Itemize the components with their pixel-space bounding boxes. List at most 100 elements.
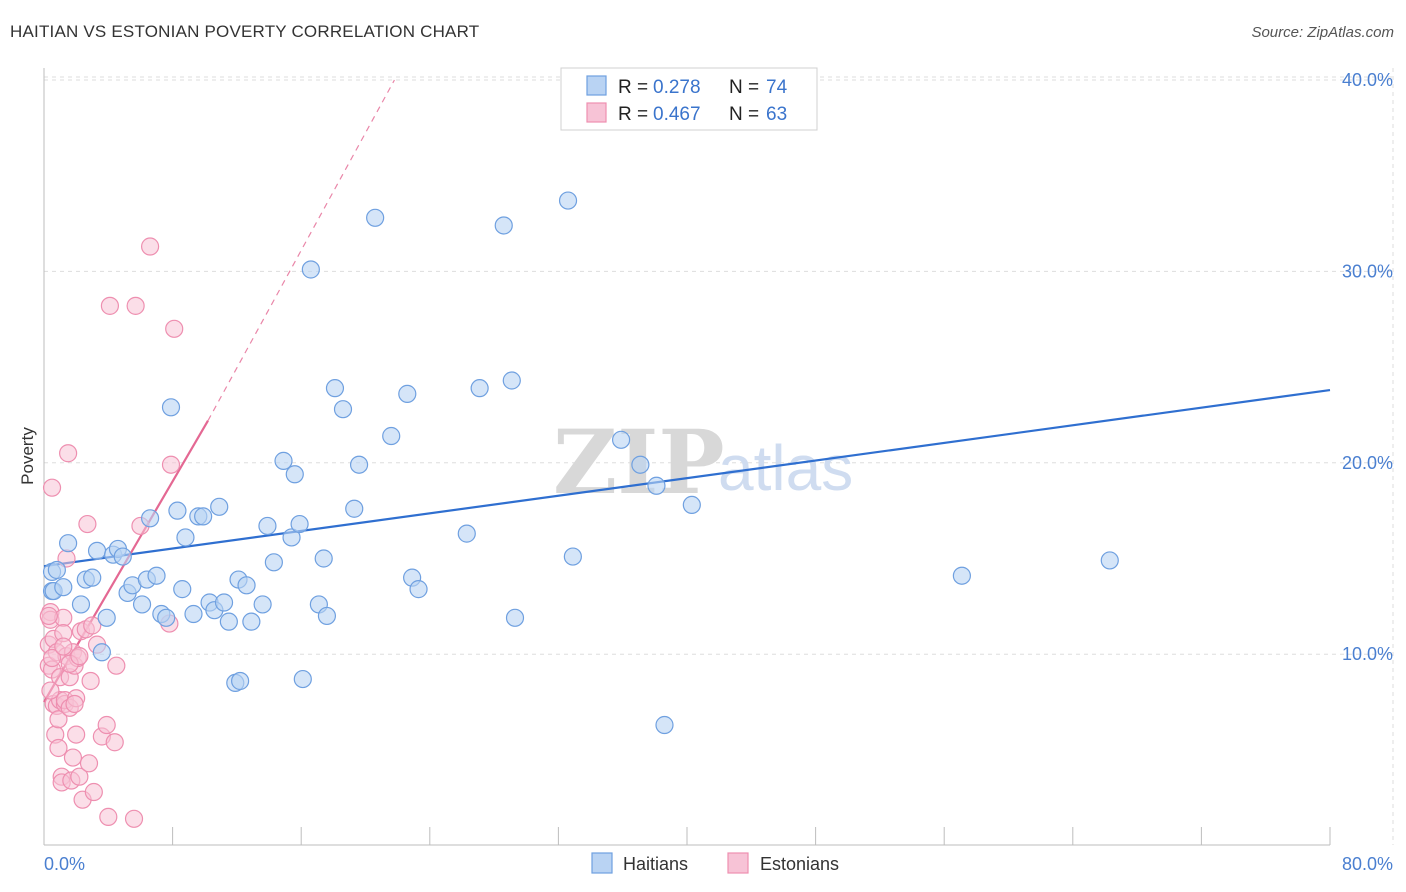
haitians-point bbox=[611, 430, 631, 449]
haitians-point bbox=[176, 528, 195, 547]
estonians-point bbox=[65, 694, 84, 714]
estonians-point bbox=[49, 710, 68, 729]
haitians-point bbox=[282, 528, 301, 547]
estonians-point bbox=[70, 647, 89, 666]
chart-title: HAITIAN VS ESTONIAN POVERTY CORRELATION … bbox=[10, 22, 480, 41]
haitians-point bbox=[301, 260, 320, 279]
source-credit: Source: ZipAtlas.com bbox=[1251, 24, 1394, 41]
estonians-point bbox=[140, 237, 160, 256]
haitians-point bbox=[59, 534, 78, 553]
legend-r-label-haitians: R = bbox=[618, 77, 648, 98]
haitians-point bbox=[147, 566, 166, 585]
estonians-point bbox=[100, 296, 120, 315]
estonians-point bbox=[78, 514, 97, 534]
haitians-point bbox=[631, 455, 650, 474]
estonians-point bbox=[81, 671, 100, 691]
haitians-point bbox=[563, 547, 582, 566]
estonians-point bbox=[63, 748, 83, 767]
estonians-point bbox=[54, 637, 73, 656]
haitians-point bbox=[409, 580, 428, 599]
haitians-point bbox=[140, 509, 160, 528]
haitians-point bbox=[285, 465, 304, 484]
y-tick-label: 40.0% bbox=[1342, 70, 1393, 90]
estonians-point bbox=[84, 782, 103, 802]
haitians-point bbox=[655, 715, 674, 735]
haitians-point bbox=[502, 371, 521, 390]
estonians-point bbox=[70, 767, 89, 786]
haitians-point bbox=[184, 604, 203, 624]
estonians-trend-extension bbox=[207, 79, 395, 421]
haitians-point bbox=[194, 507, 213, 526]
haitians-point bbox=[237, 576, 256, 595]
estonians-point bbox=[161, 455, 181, 474]
legend-r-label-estonians: R = bbox=[618, 104, 648, 125]
haitians-point bbox=[290, 514, 309, 534]
estonians-point bbox=[99, 807, 118, 826]
haitians-point bbox=[161, 398, 181, 417]
estonians-point bbox=[49, 738, 68, 758]
estonians-point bbox=[59, 444, 78, 463]
haitians-point bbox=[168, 501, 187, 520]
estonians-point bbox=[79, 754, 99, 773]
legend-bottom-swatch-estonians bbox=[727, 852, 749, 874]
estonians-points bbox=[39, 237, 184, 828]
haitians-point bbox=[54, 578, 73, 597]
y-tick-label: 30.0% bbox=[1342, 261, 1393, 281]
haitians-point bbox=[157, 608, 176, 627]
estonians-point bbox=[165, 319, 184, 338]
haitians-point bbox=[558, 191, 578, 210]
legend-n-label-haitians: N = bbox=[729, 77, 759, 98]
estonians-point bbox=[39, 606, 58, 626]
y-tick-label: 10.0% bbox=[1342, 644, 1393, 664]
haitians-point bbox=[214, 593, 234, 612]
haitians-point bbox=[113, 547, 132, 566]
haitians-point bbox=[83, 568, 102, 587]
estonians-point bbox=[97, 715, 116, 735]
estonians-point bbox=[41, 681, 60, 700]
haitians-point bbox=[242, 612, 261, 631]
haitians-point bbox=[92, 643, 111, 662]
series-legend: Haitians Estonians bbox=[591, 852, 839, 874]
haitians-points bbox=[42, 191, 1119, 735]
haitians-point bbox=[470, 379, 489, 398]
estonians-point bbox=[42, 648, 62, 668]
haitians-point bbox=[952, 566, 971, 585]
haitians-point bbox=[349, 455, 369, 474]
estonians-point bbox=[67, 725, 86, 744]
haitians-point bbox=[494, 216, 513, 235]
legend-bottom-swatch-haitians bbox=[591, 852, 613, 874]
legend-n-value-estonians: 63 bbox=[766, 104, 787, 125]
haitians-point bbox=[647, 476, 666, 495]
haitians-point bbox=[253, 595, 272, 614]
haitians-point bbox=[333, 400, 353, 419]
estonians-point bbox=[83, 616, 102, 635]
haitians-point bbox=[219, 612, 238, 631]
haitians-trend-line bbox=[43, 388, 1331, 568]
haitians-point bbox=[325, 379, 345, 398]
haitians-point bbox=[132, 595, 152, 614]
legend-r-value-haitians: 0.278 bbox=[653, 77, 701, 98]
watermark-atlas: atlas bbox=[718, 432, 853, 504]
haitians-point bbox=[173, 580, 192, 599]
x-tick-label: 0.0% bbox=[44, 854, 85, 874]
tick-labels: 10.0% 20.0% 30.0% 40.0% 0.0% 80.0% bbox=[44, 70, 1393, 874]
legend-n-value-haitians: 74 bbox=[766, 77, 788, 98]
estonians-point bbox=[124, 809, 144, 828]
estonians-point bbox=[107, 656, 126, 675]
haitians-point bbox=[366, 208, 385, 227]
x-tick-label: 80.0% bbox=[1342, 854, 1393, 874]
haitians-point bbox=[87, 541, 107, 560]
y-axis-label: Poverty bbox=[18, 427, 37, 485]
y-tick-label: 20.0% bbox=[1342, 453, 1393, 473]
legend-bottom-label-haitians: Haitians bbox=[623, 854, 688, 874]
haitians-point bbox=[231, 671, 250, 691]
legend-swatch-estonians bbox=[586, 102, 607, 123]
legend-bottom-label-estonians: Estonians bbox=[760, 854, 839, 874]
haitians-point bbox=[317, 606, 337, 626]
haitians-point bbox=[264, 553, 283, 572]
axes bbox=[43, 68, 1331, 846]
legend-r-value-estonians: 0.467 bbox=[653, 104, 701, 125]
haitians-point bbox=[1100, 551, 1119, 570]
trend-lines bbox=[43, 79, 1331, 703]
haitians-point bbox=[97, 608, 116, 627]
